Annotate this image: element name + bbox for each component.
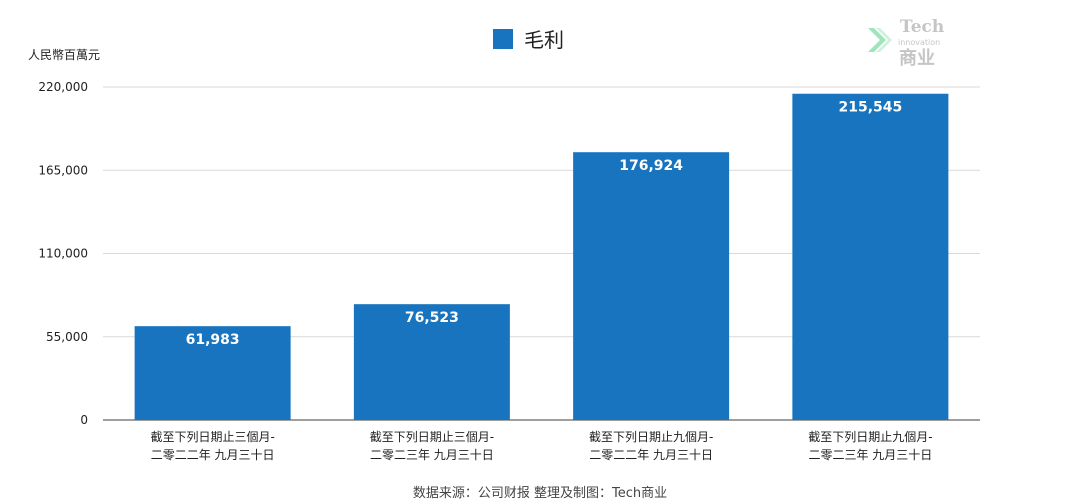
legend-swatch [493, 29, 513, 49]
y-tick-label: 55,000 [46, 330, 88, 344]
x-category-label: 二零二三年 九月三十日 [370, 448, 494, 462]
y-axis-ticks: 0 55,000 110,000 165,000 220,000 [38, 80, 88, 427]
bar-value-label: 176,924 [619, 158, 683, 174]
logo-chevron-icon [868, 28, 886, 52]
bars: 61,983 76,523 176,924 215,545 [134, 93, 949, 420]
y-tick-label: 220,000 [38, 80, 88, 94]
source-note: 数据来源：公司财报 整理及制图：Tech商业 [413, 486, 667, 501]
legend-label: 毛利 [524, 28, 564, 52]
y-tick-label: 165,000 [38, 163, 88, 177]
tech-logo: Tech innovation 商业 [868, 17, 944, 69]
logo-chevron-icon-2 [876, 28, 892, 52]
bar [353, 304, 510, 420]
logo-text-shangye: 商业 [899, 47, 935, 69]
bar [573, 152, 730, 420]
logo-text-tech: Tech [900, 17, 944, 37]
legend: 毛利 [493, 28, 564, 52]
y-tick-label: 110,000 [38, 247, 88, 261]
y-axis-unit-label: 人民幣百萬元 [28, 48, 100, 62]
bar-value-label: 215,545 [838, 100, 902, 116]
bar-value-label: 76,523 [405, 310, 459, 326]
x-category-label: 截至下列日期止三個月- [150, 430, 274, 444]
x-category-label: 二零二二年 九月三十日 [151, 448, 275, 462]
logo-text-innovation: innovation [898, 38, 940, 47]
x-category-label: 二零二三年 九月三十日 [808, 448, 932, 462]
x-category-label: 截至下列日期止九個月- [808, 430, 932, 444]
bar [134, 326, 291, 420]
x-category-label: 截至下列日期止三個月- [370, 430, 494, 444]
bar [792, 93, 949, 420]
y-tick-label: 0 [80, 413, 88, 427]
bar-value-label: 61,983 [186, 332, 240, 348]
x-category-label: 二零二二年 九月三十日 [589, 448, 713, 462]
x-category-label: 截至下列日期止九個月- [589, 430, 713, 444]
